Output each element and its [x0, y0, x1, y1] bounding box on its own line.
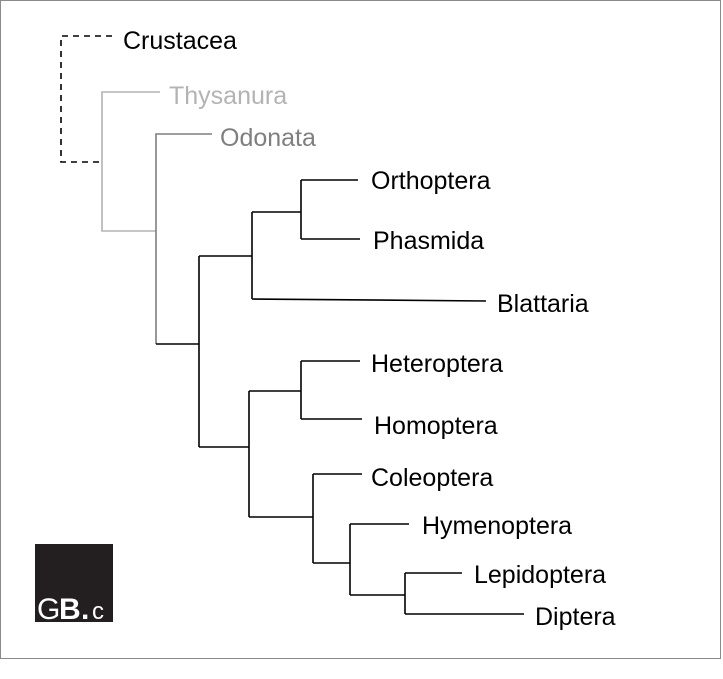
taxon-label-lepidoptera: Lepidoptera: [474, 561, 606, 589]
taxon-label-orthoptera: Orthoptera: [371, 167, 491, 195]
logo-letter-g: G: [37, 593, 60, 626]
logo-letter-b: B: [59, 593, 81, 626]
taxon-label-diptera: Diptera: [535, 603, 616, 631]
taxon-label-odonata: Odonata: [220, 124, 316, 152]
figure-frame: [0, 0, 721, 659]
taxon-label-crustacea: Crustacea: [123, 27, 237, 55]
core-clade-branches: [156, 179, 524, 615]
odonata-branch: [155, 133, 212, 344]
taxon-label-heteroptera: Heteroptera: [371, 350, 503, 378]
taxon-label-hymenoptera: Hymenoptera: [422, 512, 572, 540]
taxon-label-homoptera: Homoptera: [374, 412, 498, 440]
logo-letter-c: c: [92, 598, 104, 625]
taxon-label-phasmida: Phasmida: [373, 227, 484, 255]
thysanura-branch: [101, 91, 160, 232]
taxon-label-coleoptera: Coleoptera: [371, 464, 493, 492]
genome-biology-logo: G B . c: [35, 544, 113, 626]
taxon-label-thysanura: Thysanura: [169, 82, 287, 110]
logo-dot: .: [81, 593, 89, 626]
taxon-label-blattaria: Blattaria: [497, 290, 589, 318]
logo-background: [35, 544, 113, 622]
outgroup-branch: [60, 35, 112, 163]
taxon-labels: Crustacea Thysanura Odonata Orthoptera P…: [123, 27, 616, 631]
